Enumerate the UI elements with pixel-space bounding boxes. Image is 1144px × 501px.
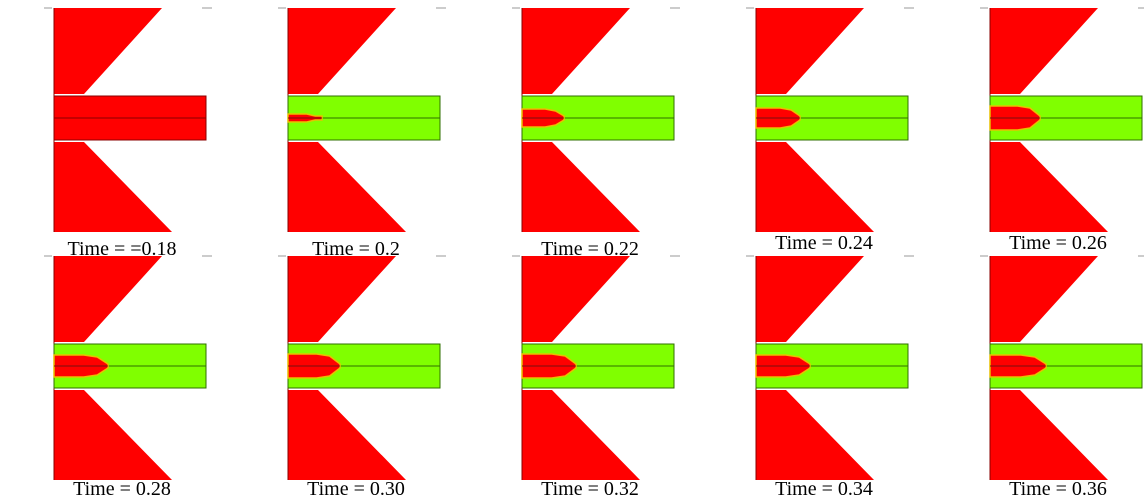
panel-caption: Time = 0.22 [541, 238, 639, 260]
solid-region [288, 256, 406, 480]
simulation-frame [278, 255, 446, 480]
solid-region [990, 256, 1108, 480]
simulation-frame [512, 255, 680, 480]
panel-caption: Time = 0.28 [73, 478, 171, 500]
simulation-frame [512, 7, 680, 232]
simulation-frame [980, 255, 1144, 480]
solid-region [756, 256, 874, 480]
simulation-frame [980, 7, 1144, 232]
panel-7: Time = 0.30 [248, 255, 464, 500]
panel-1: Time = =0.18 [14, 7, 230, 260]
simulation-frame [44, 255, 212, 480]
solid-region [990, 8, 1108, 232]
panel-2: Time = 0.2 [248, 7, 464, 260]
solid-region [54, 256, 172, 480]
simulation-frame [44, 7, 212, 232]
panel-9: Time = 0.34 [716, 255, 932, 500]
panel-5: Time = 0.26 [950, 7, 1144, 254]
panel-caption: Time = 0.34 [775, 478, 873, 500]
panel-10: Time = 0.36 [950, 255, 1144, 500]
panel-caption: Time = 0.30 [307, 478, 405, 500]
panel-3: Time = 0.22 [482, 7, 698, 260]
solid-region [756, 8, 874, 232]
panel-caption: Time = =0.18 [67, 238, 177, 260]
simulation-frame [278, 7, 446, 232]
solid-region [54, 8, 172, 232]
panel-caption: Time = 0.36 [1009, 478, 1107, 500]
panel-caption: Time = 0.26 [1009, 232, 1107, 254]
panel-8: Time = 0.32 [482, 255, 698, 500]
solid-region [522, 256, 640, 480]
panel-caption: Time = 0.32 [541, 478, 639, 500]
panel-caption: Time = 0.2 [312, 238, 400, 260]
panel-6: Time = 0.28 [14, 255, 230, 500]
solid-region [288, 8, 406, 232]
simulation-frame [746, 255, 914, 480]
simulation-frame [746, 7, 914, 232]
solid-region [522, 8, 640, 232]
panel-4: Time = 0.24 [716, 7, 932, 254]
panel-caption: Time = 0.24 [775, 232, 873, 254]
